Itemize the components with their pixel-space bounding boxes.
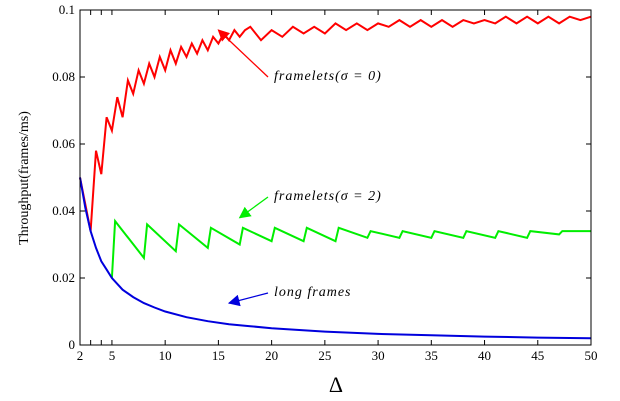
annotation-long-frames-arrow [227, 292, 269, 307]
x-tick-label: 2 [77, 348, 84, 363]
x-tick-label: 20 [265, 348, 278, 363]
x-tick-label: 35 [425, 348, 438, 363]
annotation-framelets-sigma0-arrow [217, 29, 269, 78]
plot-frame [79, 9, 592, 346]
y-tick-label: 0.02 [52, 270, 75, 285]
annotation-framelets-sigma2-label: framelets(σ = 2) [274, 189, 382, 204]
y-tick-label: 0.04 [52, 203, 75, 218]
annotation-framelets-sigma0-label: framelets(σ = 0) [274, 69, 382, 84]
long-frames-line [79, 177, 592, 340]
plot-lines [79, 15, 592, 340]
annotations: framelets(σ = 0) framelets(σ = 2) long fra… [217, 29, 382, 307]
x-tick-label: 5 [109, 348, 116, 363]
x-tick-label: 15 [212, 348, 225, 363]
x-tick-label: 30 [372, 348, 385, 363]
x-tick-label: 25 [318, 348, 331, 363]
annotation-long-frames-label: long frames [274, 285, 352, 300]
y-tick-label: 0.06 [52, 136, 75, 151]
y-axis-label: Throughput(frames/ms) [17, 111, 32, 245]
x-tick-label: 40 [478, 348, 491, 363]
x-tick-label: 45 [531, 348, 544, 363]
annotation-framelets-sigma2-arrow [238, 196, 269, 219]
x-tick-label: 10 [159, 348, 172, 363]
y-tick-label: 0 [69, 337, 76, 352]
framelets-sigma2-line [110, 218, 591, 279]
framelets-sigma0-line [79, 15, 592, 232]
x-tick-label: 50 [585, 348, 598, 363]
y-tick-label: 0.1 [59, 2, 75, 17]
x-axis-label: Δ [329, 372, 343, 397]
y-tick-label: 0.08 [52, 69, 75, 84]
